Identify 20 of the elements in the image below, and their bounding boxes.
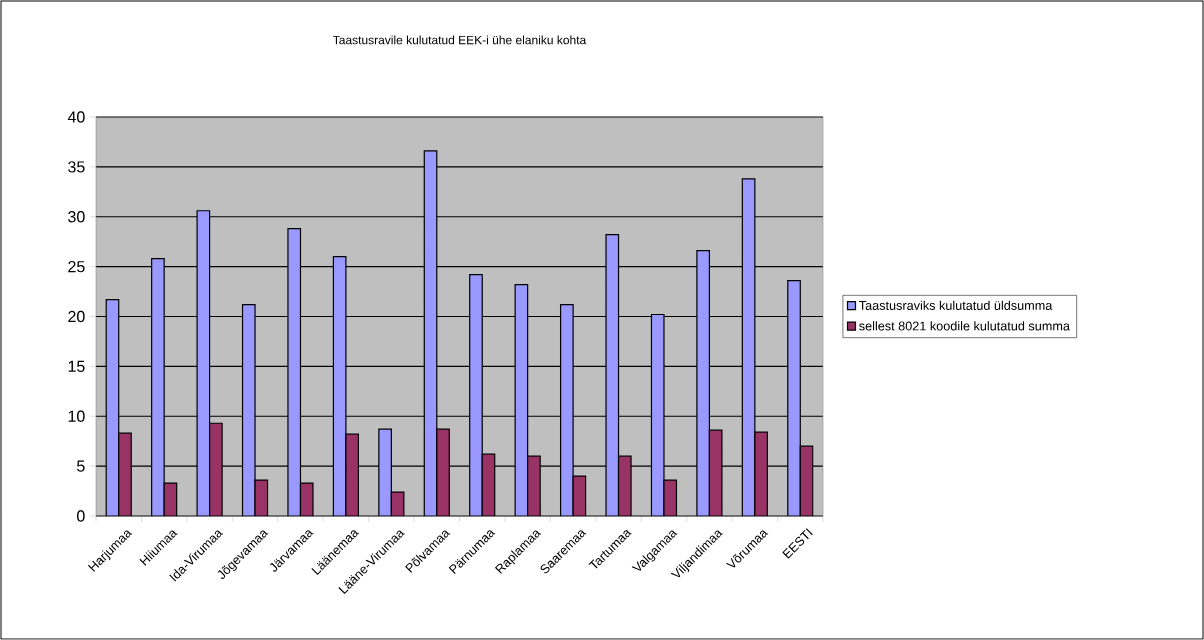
bar: [787, 279, 801, 516]
bar: [436, 428, 450, 516]
y-tick-label: 20: [68, 310, 85, 323]
y-tick-label: 5: [77, 460, 85, 472]
bar: [151, 258, 165, 516]
bar: [469, 274, 483, 516]
y-tick-label: 0: [77, 510, 85, 522]
y-tick-label: 40: [67, 111, 85, 123]
y-tick-label: 35: [68, 161, 85, 173]
bar: [118, 432, 132, 516]
y-tick-label: 25: [68, 260, 85, 273]
legend-label: sellest 8021 koodile kulutatud summa: [859, 321, 1070, 331]
bar: [378, 428, 392, 516]
bar: [754, 431, 768, 516]
y-tick-label: 15: [68, 360, 85, 372]
y-tick-label: 10: [68, 410, 85, 422]
legend-label: Taastusraviks kulutatud üldsumma: [859, 300, 1053, 310]
chart-title: Taastusravile kulutatud EEK-i ühe elaniku kohta: [333, 35, 587, 45]
y-tick-label: 30: [68, 211, 85, 223]
bar: [527, 455, 541, 516]
